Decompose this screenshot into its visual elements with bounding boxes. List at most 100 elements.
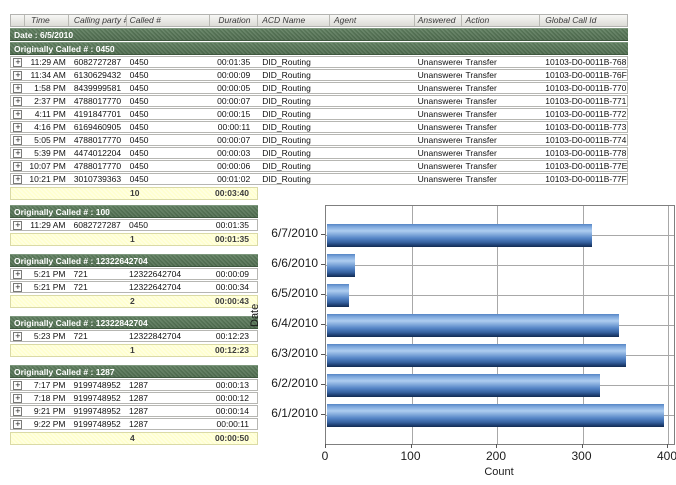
group-band: Originally Called # : 12322642704 [10,254,258,267]
table-row[interactable]: +10:21 PM 3010739363 0450 00:01:02 DID_Routi… [10,173,628,185]
cell-action: Transfer [465,70,497,80]
expand-button[interactable]: + [13,109,23,119]
expand-button[interactable]: + [13,393,23,403]
column-header-expand[interactable] [11,15,25,26]
cell-calling-party: 4788017770 [73,135,122,145]
expand-button[interactable]: + [13,269,23,279]
table-row[interactable]: +7:17 PM 9199748952 1287 00:00:13 [10,379,258,391]
x-tick-label: 400 [656,449,676,463]
expand-button[interactable]: + [13,135,23,145]
expand-button[interactable]: + [13,57,23,67]
cell-time: 7:17 PM [33,380,66,390]
expand-button[interactable]: + [13,174,23,184]
expand-button[interactable]: + [13,380,23,390]
cell-calling-party: 4191847701 [73,109,122,119]
bar [327,404,664,427]
cell-action: Transfer [465,148,497,158]
cell-called: 0450 [129,148,149,158]
group-summary-row: 4 00:00:50 [10,432,258,445]
expand-button[interactable]: + [13,83,23,93]
summary-count: 10 [130,188,140,198]
expand-button[interactable]: + [13,161,23,171]
cell-global-call-id: 10103-D0-0011B-772 [545,109,627,119]
cell-time: 1:58 PM [34,83,66,93]
cell-called: 12322642704 [129,282,182,292]
cell-called: 0450 [129,83,149,93]
summary-total: 00:00:43 [214,296,249,306]
cell-expand: + [11,109,25,119]
table-row[interactable]: +9:22 PM 9199748952 1287 00:00:11 [10,418,258,430]
x-tick-label: 200 [485,449,507,463]
table-row[interactable]: +4:11 PM 4191847701 0450 00:00:15 DID_Routin… [10,108,628,120]
table-row[interactable]: +4:16 PM 6169460905 0450 00:00:11 DID_Routin… [10,121,628,133]
column-header-time[interactable]: Time [25,15,69,26]
column-header-answered[interactable]: Answered [415,15,462,26]
cell-time: 7:18 PM [33,393,66,403]
cell-action: Transfer [465,174,497,184]
table-row[interactable]: +5:05 PM 4788017770 0450 00:00:07 DID_Routin… [10,134,628,146]
cell-agent [330,96,415,106]
column-header-acd-name[interactable]: ACD Name [258,15,330,26]
column-header-called[interactable]: Called # [127,15,211,26]
cell-calling-party: 721 [73,331,88,341]
column-header-duration[interactable]: Duration [210,15,259,26]
column-header-agent[interactable]: Agent [330,15,415,26]
cell-expand: + [11,269,25,279]
table-row[interactable]: +11:29 AM 6082727287 0450 00:01:35 [10,219,258,231]
column-header-action[interactable]: Action [462,15,541,26]
cell-time: 4:16 PM [34,122,66,132]
table-row[interactable]: +2:37 PM 4788017770 0450 00:00:07 DID_Routin… [10,95,628,107]
category-label: 6/4/2010 [271,316,318,330]
table-row[interactable]: +5:39 PM 4474012204 0450 00:00:03 DID_Routin… [10,147,628,159]
cell-agent [330,148,415,158]
cell-duration: 00:00:09 [215,269,249,279]
table-row[interactable]: +9:21 PM 9199748952 1287 00:00:14 [10,405,258,417]
cell-duration: 00:01:35 [215,220,249,230]
cell-global-call-id: 10103-D0-0011B-773 [545,122,627,132]
table-row[interactable]: +10:07 PM 4788017770 0450 00:00:06 DID_Routi… [10,160,628,172]
cell-called: 0450 [129,220,148,230]
gridline-y [326,265,674,266]
cell-acd-name: DID_Routing [262,96,311,106]
expand-button[interactable]: + [13,406,23,416]
group-summary-row: 1 00:01:35 [10,233,258,246]
cell-agent [330,161,415,171]
summary-spacer [11,188,127,199]
column-header-global-call-id[interactable]: Global Call Id [545,15,597,25]
summary-count: 1 [130,234,135,244]
cell-calling-party: 721 [73,282,88,292]
summary-count: 1 [130,345,135,355]
table-row[interactable]: +5:23 PM 721 12322842704 00:12:23 [10,330,258,342]
column-header-calling-party[interactable]: Calling party # [69,15,127,26]
cell-expand: + [11,174,25,184]
expand-button[interactable]: + [13,96,23,106]
expand-button[interactable]: + [13,419,23,429]
cell-duration: 00:01:02 [217,174,251,184]
cell-acd-name: DID_Routing [262,83,311,93]
expand-button[interactable]: + [13,148,23,158]
cell-action: Transfer [465,161,497,171]
x-axis-title: Count [484,466,514,478]
summary-count: 2 [130,296,135,306]
table-row[interactable]: +1:58 PM 8439999581 0450 00:00:05 DID_Routin… [10,82,628,94]
table-row[interactable]: +11:29 AM 6082727287 0450 00:01:35 DID_Routi… [10,56,628,68]
expand-button[interactable]: + [13,220,23,230]
cell-calling-party: 6130629432 [73,70,122,80]
table-row[interactable]: +5:21 PM 721 12322642704 00:00:34 [10,281,258,293]
cell-answered: Unanswered [417,96,462,106]
table-row[interactable]: +5:21 PM 721 12322642704 00:00:09 [10,268,258,280]
table-row[interactable]: +11:34 AM 6130629432 0450 00:00:09 DID_Routi… [10,69,628,81]
table-row[interactable]: +7:18 PM 9199748952 1287 00:00:12 [10,392,258,404]
cell-time: 9:21 PM [33,406,66,416]
expand-button[interactable]: + [13,282,23,292]
cell-answered: Unanswered [417,109,462,119]
cell-acd-name: DID_Routing [262,174,311,184]
cell-duration: 00:00:11 [216,419,249,429]
expand-button[interactable]: + [13,122,23,132]
category-tick [321,414,325,415]
call-group: Originally Called # : 1287 +7:17 PM 919974… [10,365,258,445]
summary-spacer [11,345,127,356]
expand-button[interactable]: + [13,331,23,341]
expand-button[interactable]: + [13,70,23,80]
cell-action: Transfer [465,122,497,132]
